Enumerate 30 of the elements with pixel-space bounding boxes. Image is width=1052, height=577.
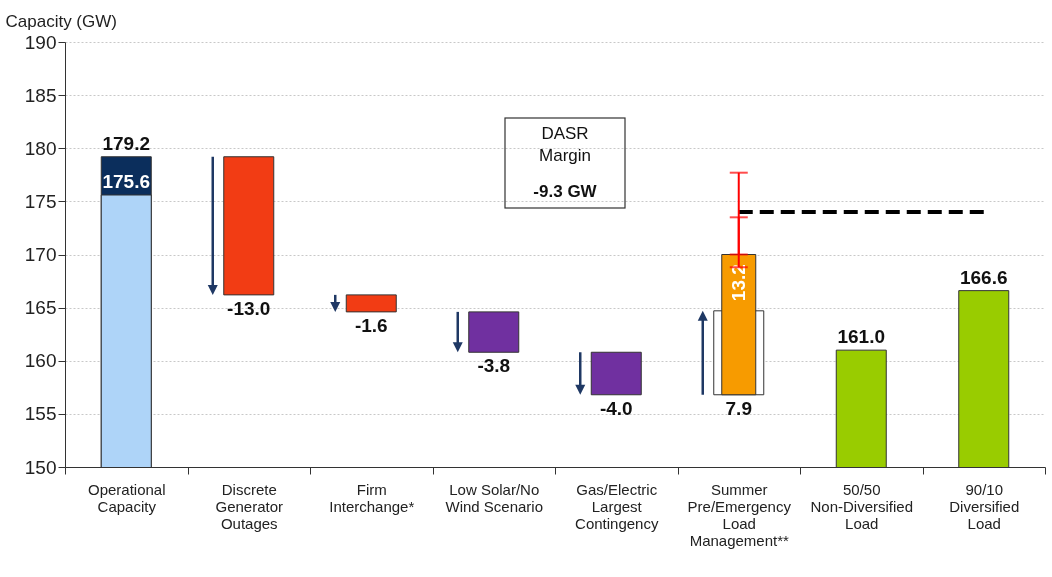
x-tick-label: Gas/Electric Largest Contingency [575, 480, 659, 532]
x-tick-label: Firm Interchange* [329, 480, 415, 515]
x-tick-label: Low Solar/No Wind Scenario [445, 480, 544, 515]
data-label: 175.6 [102, 171, 151, 192]
y-tick-label: 180 [24, 137, 57, 159]
y-tick-label: 175 [24, 190, 57, 212]
x-tick-label: 50/50 Non-Diversified Load [810, 480, 914, 532]
data-label: 161.0 [837, 326, 886, 348]
y-tick-label: 150 [24, 456, 57, 478]
annotation: -9.3 GW [533, 182, 598, 201]
data-label: 13.2 [727, 264, 749, 302]
data-label: -1.6 [354, 314, 388, 336]
y-tick-label: 185 [24, 84, 57, 106]
x-tick-label: Operational Capacity [87, 480, 166, 515]
data-label: 179.2 [102, 132, 151, 154]
y-tick-label: 170 [24, 244, 57, 265]
x-tick-label: 90/10 Diversified Load [949, 480, 1020, 532]
y-tick-label: 165 [24, 297, 57, 319]
data-label: 166.6 [959, 266, 1008, 288]
data-label: -4.0 [599, 397, 633, 419]
annotation: DASR Margin [539, 124, 591, 165]
data-label: 7.9 [725, 397, 752, 419]
x-tick-label: Discrete Generator Outages [215, 480, 284, 532]
data-label: -3.8 [477, 355, 511, 377]
y-tick-label: 190 [24, 31, 57, 53]
y-axis-title: Capacity (GW) [5, 11, 117, 31]
x-tick-label: Summer Pre/Emergency Load Management** [687, 480, 792, 549]
y-tick-label: 155 [24, 403, 57, 425]
y-tick-label: 160 [24, 350, 57, 372]
data-label: -13.0 [227, 297, 271, 319]
